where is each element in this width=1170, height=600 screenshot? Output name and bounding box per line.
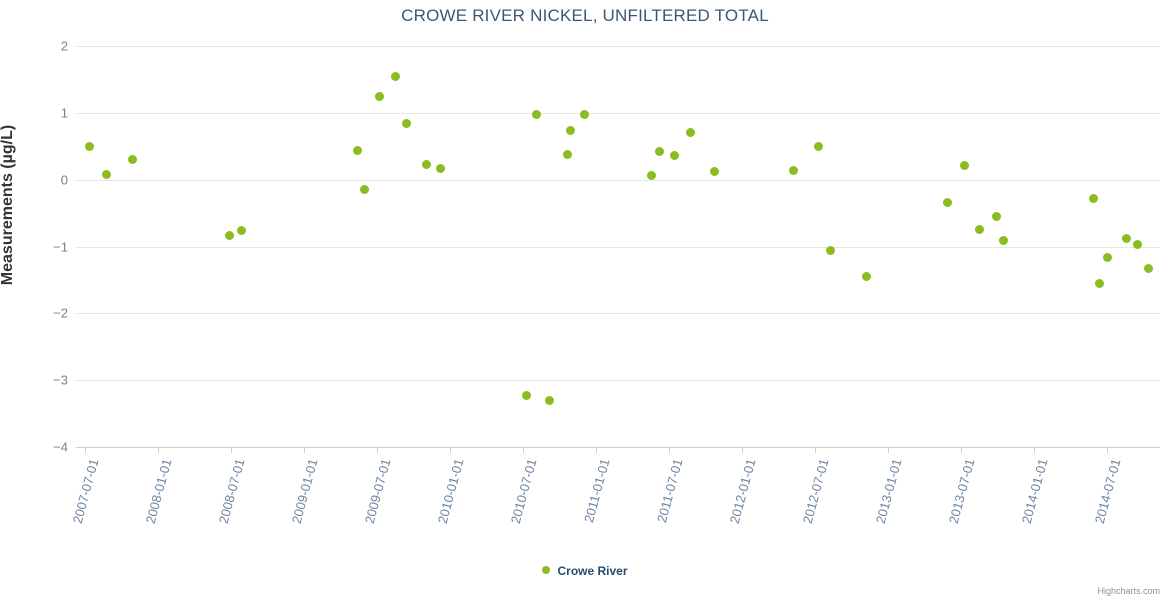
y-tick-label: 2 <box>60 38 68 54</box>
data-point[interactable] <box>421 159 431 169</box>
x-tick-label: 2014-01-01 <box>1018 457 1051 526</box>
x-tick-label: 2011-01-01 <box>581 457 613 525</box>
data-point[interactable] <box>390 71 400 81</box>
data-point[interactable] <box>654 146 664 156</box>
data-point[interactable] <box>991 211 1001 221</box>
data-point[interactable] <box>1121 233 1131 243</box>
x-tick-mark <box>1107 447 1108 453</box>
data-point[interactable] <box>998 235 1008 245</box>
x-tick-mark <box>377 447 378 453</box>
y-tick-label: −2 <box>53 305 68 321</box>
x-tick-mark <box>523 447 524 453</box>
data-point[interactable] <box>669 150 679 160</box>
data-point[interactable] <box>435 163 445 173</box>
x-tick-label: 2012-07-01 <box>799 457 832 526</box>
legend-item-crowe-river[interactable]: Crowe River <box>542 563 628 578</box>
x-tick-mark <box>669 447 670 453</box>
gridline <box>76 313 1160 315</box>
data-point[interactable] <box>224 230 234 240</box>
data-point[interactable] <box>1094 278 1104 288</box>
x-tick-mark <box>1034 447 1035 453</box>
x-axis: 2007-07-01 2008-01-01 2008-07-01 2009-01-01… <box>70 447 1160 557</box>
y-tick-label: −3 <box>53 372 68 388</box>
x-tick-label: 2009-01-01 <box>288 457 321 526</box>
x-tick-mark <box>961 447 962 453</box>
x-tick-label: 2010-01-01 <box>434 457 467 526</box>
gridline <box>76 246 1160 248</box>
legend-item-label: Crowe River <box>557 563 628 578</box>
x-axis-line <box>76 447 1160 448</box>
x-tick-label: 2013-01-01 <box>872 457 905 526</box>
data-point[interactable] <box>374 91 384 101</box>
chart-credits[interactable]: Highcharts.com <box>1097 586 1160 596</box>
data-point[interactable] <box>84 141 94 151</box>
x-tick-label: 2014-07-01 <box>1091 457 1124 526</box>
x-tick-label: 2012-01-01 <box>726 457 759 526</box>
data-point[interactable] <box>1102 252 1112 262</box>
data-point[interactable] <box>352 145 362 155</box>
circle-marker-icon <box>542 565 551 574</box>
data-point[interactable] <box>544 395 554 405</box>
data-point[interactable] <box>709 166 719 176</box>
x-tick-mark <box>85 447 86 453</box>
gridline <box>76 380 1160 382</box>
y-tick-label: −4 <box>53 439 68 455</box>
x-tick-mark <box>815 447 816 453</box>
x-tick-label: 2013-07-01 <box>945 457 978 526</box>
x-tick-label: 2007-07-01 <box>69 457 102 526</box>
x-tick-label: 2008-01-01 <box>142 457 175 526</box>
data-point[interactable] <box>359 184 369 194</box>
data-point[interactable] <box>565 125 575 135</box>
data-point[interactable] <box>1143 263 1153 273</box>
data-point[interactable] <box>861 271 871 281</box>
data-point[interactable] <box>401 118 411 128</box>
x-tick-mark <box>231 447 232 453</box>
data-point[interactable] <box>127 154 137 164</box>
y-tick-label: 1 <box>60 105 68 121</box>
y-tick-label: 0 <box>60 172 68 188</box>
data-point[interactable] <box>1132 239 1142 249</box>
data-point[interactable] <box>685 127 695 137</box>
x-tick-label: 2009-07-01 <box>361 457 394 526</box>
data-point[interactable] <box>959 160 969 170</box>
x-tick-mark <box>158 447 159 453</box>
x-tick-mark <box>888 447 889 453</box>
chart-title: CROWE RIVER NICKEL, UNFILTERED TOTAL <box>401 6 769 25</box>
data-point[interactable] <box>646 170 656 180</box>
data-point[interactable] <box>579 109 589 119</box>
x-tick-mark <box>450 447 451 453</box>
x-tick-label: 2010-07-01 <box>507 457 540 526</box>
y-tick-label: −1 <box>53 239 68 254</box>
y-axis-tick-labels: 2 1 0 −1 −2 −3 −4 <box>0 39 68 455</box>
data-point[interactable] <box>788 165 798 175</box>
data-point[interactable] <box>521 390 531 400</box>
x-tick-label: 2008-07-01 <box>215 457 248 526</box>
data-point[interactable] <box>236 225 246 235</box>
data-point[interactable] <box>825 245 835 255</box>
gridline <box>76 46 1160 47</box>
data-point[interactable] <box>101 169 111 179</box>
gridline <box>76 179 1160 181</box>
data-point[interactable] <box>974 224 984 234</box>
plot-area <box>76 46 1160 448</box>
x-tick-mark <box>742 447 743 453</box>
data-point[interactable] <box>531 109 541 119</box>
data-point[interactable] <box>1088 193 1098 203</box>
data-point[interactable] <box>942 197 952 207</box>
y-axis-title: Measurements (µg/L) <box>0 124 16 286</box>
data-point[interactable] <box>562 149 572 159</box>
x-tick-label: 2011-07-01 <box>654 457 686 525</box>
x-tick-mark <box>596 447 597 453</box>
chart-legend: Crowe River <box>0 563 1170 578</box>
data-point[interactable] <box>813 141 823 151</box>
gridline <box>76 112 1160 114</box>
x-tick-mark <box>304 447 305 453</box>
